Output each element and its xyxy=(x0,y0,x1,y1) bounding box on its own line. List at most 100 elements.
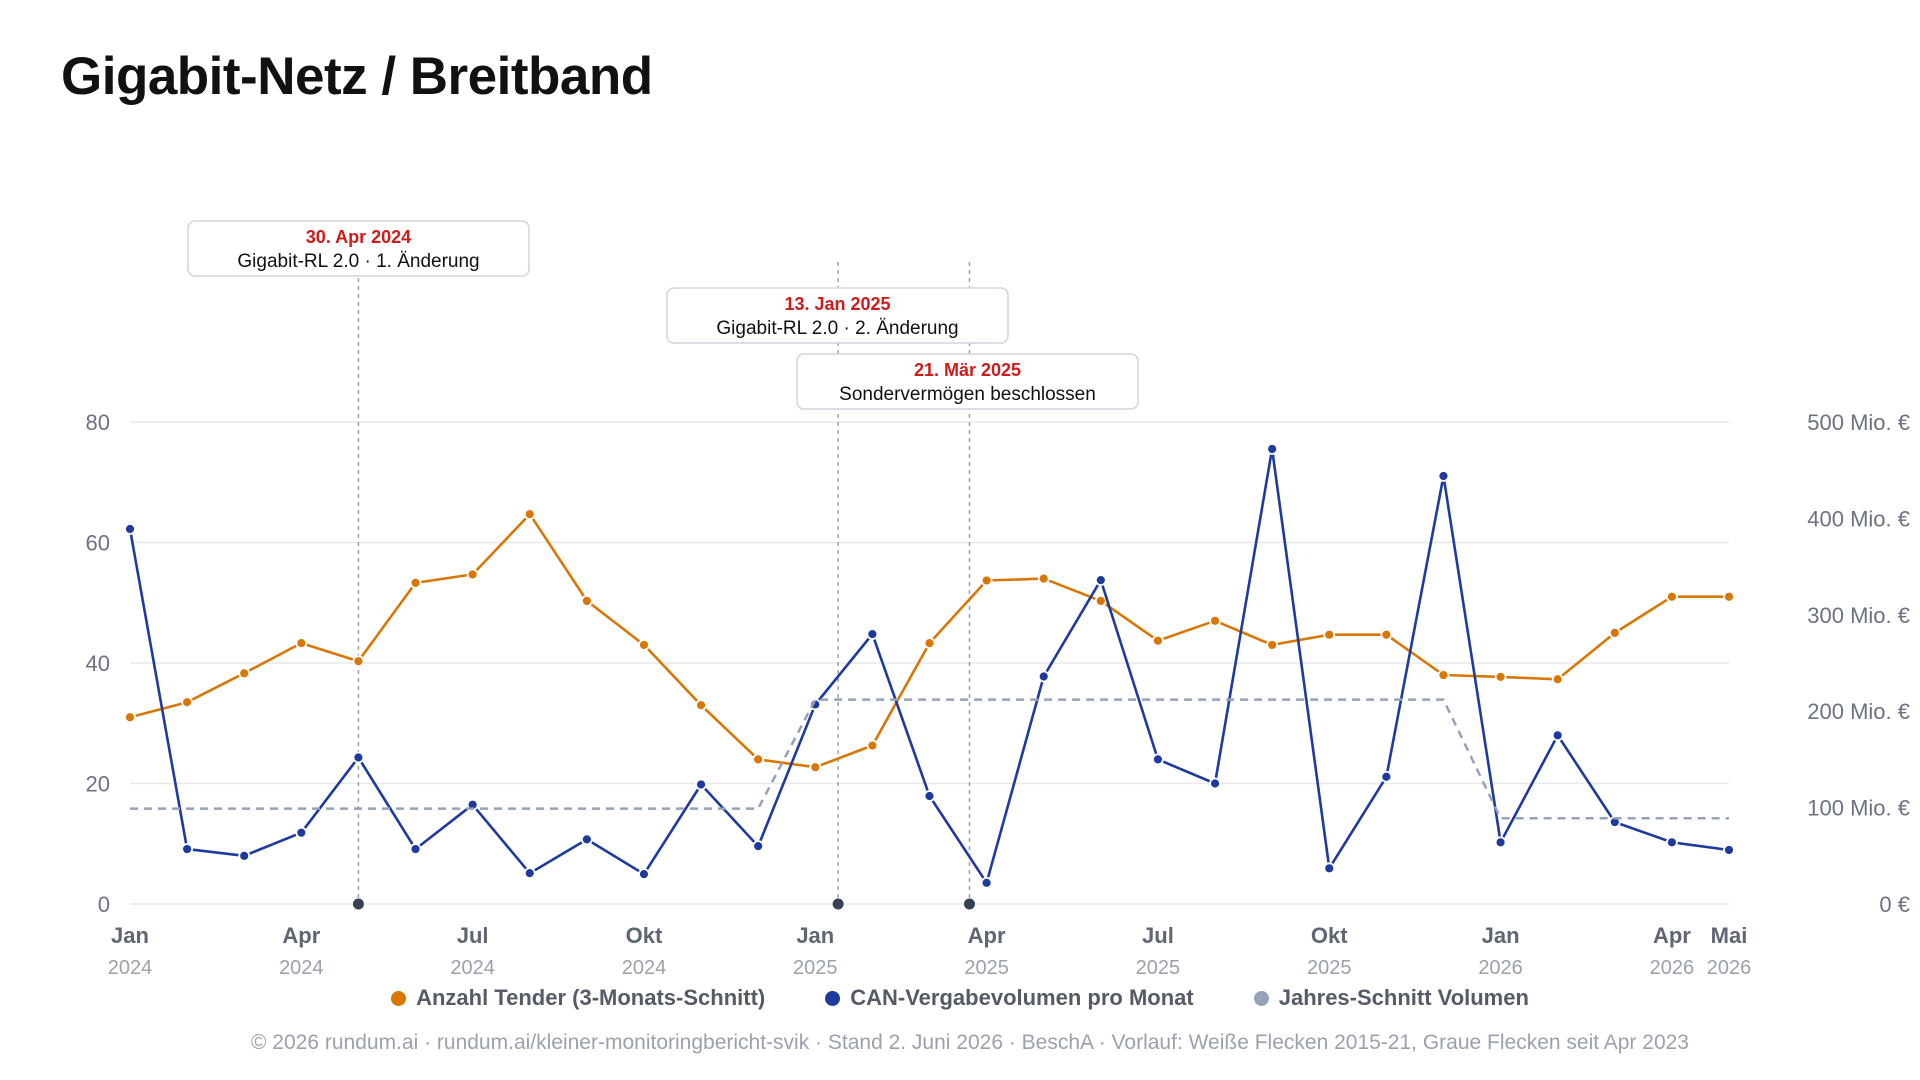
data-point-tender xyxy=(352,655,365,668)
data-point-tender xyxy=(638,639,650,651)
series-line-volume xyxy=(128,447,1730,885)
annotation-box: 13. Jan 2025 Gigabit-RL 2.0 · 2. Änderung xyxy=(666,287,1009,344)
data-point-volume xyxy=(1380,770,1393,783)
y-left-tick-label: 0 xyxy=(98,892,110,917)
data-point-tender xyxy=(1209,614,1221,627)
data-point-tender xyxy=(1152,634,1164,647)
x-tick-year: 2024 xyxy=(622,957,667,979)
data-point-volume xyxy=(980,876,993,889)
data-point-tender xyxy=(466,568,479,581)
data-point-volume xyxy=(523,867,536,880)
y-left-tick-label: 60 xyxy=(86,531,110,556)
series-layer xyxy=(124,443,1735,889)
data-point-tender xyxy=(1037,572,1050,585)
y-right-tick-label: 300 Mio. € xyxy=(1807,603,1910,628)
data-point-tender xyxy=(238,667,251,680)
data-point-tender xyxy=(752,753,765,766)
x-tick-year: 2026 xyxy=(1478,957,1523,979)
data-point-tender xyxy=(1608,626,1621,639)
data-point-tender xyxy=(1380,628,1393,641)
x-tick-month: Mai xyxy=(1711,923,1748,948)
data-point-volume xyxy=(1266,443,1279,455)
data-point-volume xyxy=(1723,844,1735,856)
data-point-volume xyxy=(1323,862,1336,875)
data-point-volume xyxy=(1037,670,1050,683)
data-point-volume xyxy=(695,778,707,791)
data-point-tender xyxy=(1323,628,1336,641)
x-tick-year: 2025 xyxy=(1136,957,1181,979)
x-tick-year: 2026 xyxy=(1650,957,1695,979)
annotation-boxes: 30. Apr 2024 Gigabit-RL 2.0 · 1. Änderung… xyxy=(187,220,1139,410)
annotation-box: 21. Mär 2025 Sondervermögen beschlossen xyxy=(796,353,1139,410)
data-point-volume xyxy=(1551,729,1564,742)
legend-dot-avg xyxy=(1253,990,1269,1006)
x-tick-month: Jul xyxy=(1142,923,1174,948)
annotation-box-bg xyxy=(187,220,530,277)
annotation-marker xyxy=(963,898,975,910)
x-tick-month: Jul xyxy=(457,923,489,948)
x-tick-month: Okt xyxy=(1311,923,1348,948)
x-tick-month: Jan xyxy=(111,923,149,948)
x-axis: Jan 2024 Apr 2024 Jul 2024 Okt 2024 Jan 2025 Apr 20… xyxy=(108,923,1752,979)
data-point-volume xyxy=(238,849,251,862)
legend-item-tender[interactable]: Anzahl Tender (3-Monats-Schnitt) xyxy=(391,985,765,1011)
data-point-tender xyxy=(1266,639,1279,651)
annotation-marker xyxy=(352,898,364,910)
x-tick-year: 2024 xyxy=(279,957,324,979)
data-point-tender xyxy=(1437,669,1450,681)
data-point-tender xyxy=(980,574,993,587)
data-point-tender xyxy=(409,576,422,589)
data-point-volume xyxy=(1494,836,1507,849)
data-point-volume xyxy=(580,833,593,846)
legend-label-avg: Jahres-Schnitt Volumen xyxy=(1278,985,1529,1010)
annotation-box: 30. Apr 2024 Gigabit-RL 2.0 · 1. Änderung xyxy=(187,220,530,277)
data-point-tender xyxy=(124,711,136,724)
x-tick-month: Okt xyxy=(626,923,663,948)
legend-label-volume: CAN-Vergabevolumen pro Monat xyxy=(850,985,1194,1010)
data-point-volume xyxy=(1094,574,1107,586)
data-point-tender xyxy=(866,739,879,752)
y-right-tick-label: 100 Mio. € xyxy=(1807,796,1910,821)
data-point-tender xyxy=(809,761,822,774)
legend-dot-tender xyxy=(391,990,407,1006)
data-point-volume xyxy=(352,751,365,764)
data-point-tender xyxy=(523,508,536,521)
data-point-volume xyxy=(1152,753,1164,766)
page-title: Gigabit-Netz / Breitband xyxy=(61,47,653,106)
y-axis-right: 0 € 100 Mio. € 200 Mio. € 300 Mio. € 400 Mio… xyxy=(1807,410,1910,917)
data-point-volume xyxy=(1209,777,1221,790)
annotation-date: 13. Jan 2025 xyxy=(784,294,890,314)
data-point-tender xyxy=(923,637,936,650)
y-left-tick-label: 20 xyxy=(86,772,110,797)
y-left-tick-label: 80 xyxy=(86,410,110,435)
annotation-date: 30. Apr 2024 xyxy=(306,227,411,247)
data-point-tender xyxy=(1551,673,1564,686)
gridlines xyxy=(130,421,1729,905)
legend-label-tender: Anzahl Tender (3-Monats-Schnitt) xyxy=(416,985,766,1010)
data-point-tender xyxy=(1494,670,1507,683)
legend-item-volume[interactable]: CAN-Vergabevolumen pro Monat xyxy=(825,985,1194,1011)
x-tick-month: Apr xyxy=(1653,923,1691,948)
x-tick-year: 2024 xyxy=(108,957,153,979)
data-point-tender xyxy=(181,696,194,709)
data-point-tender xyxy=(1723,590,1735,603)
x-tick-year: 2025 xyxy=(793,957,838,979)
data-point-volume xyxy=(124,523,136,535)
data-point-volume xyxy=(181,843,194,855)
legend-dot-volume xyxy=(825,990,841,1006)
legend-item-avg[interactable]: Jahres-Schnitt Volumen xyxy=(1253,985,1529,1011)
y-right-tick-label: 0 € xyxy=(1879,892,1910,917)
x-tick-month: Jan xyxy=(1482,923,1520,948)
data-point-volume xyxy=(752,840,765,853)
annotation-marker xyxy=(832,898,844,910)
y-right-tick-label: 400 Mio. € xyxy=(1807,506,1910,531)
data-point-tender xyxy=(695,699,707,712)
legend: Anzahl Tender (3-Monats-Schnitt) CAN-Ver… xyxy=(0,985,1920,1011)
footer: © 2026 rundum.ai · rundum.ai/kleiner-mon… xyxy=(251,1031,1689,1054)
data-point-volume xyxy=(638,868,650,881)
y-axis-left: 0 20 40 60 80 xyxy=(86,410,110,917)
annotation-date: 21. Mär 2025 xyxy=(914,360,1021,380)
y-left-tick-label: 40 xyxy=(86,651,110,676)
x-tick-year: 2024 xyxy=(450,957,495,979)
